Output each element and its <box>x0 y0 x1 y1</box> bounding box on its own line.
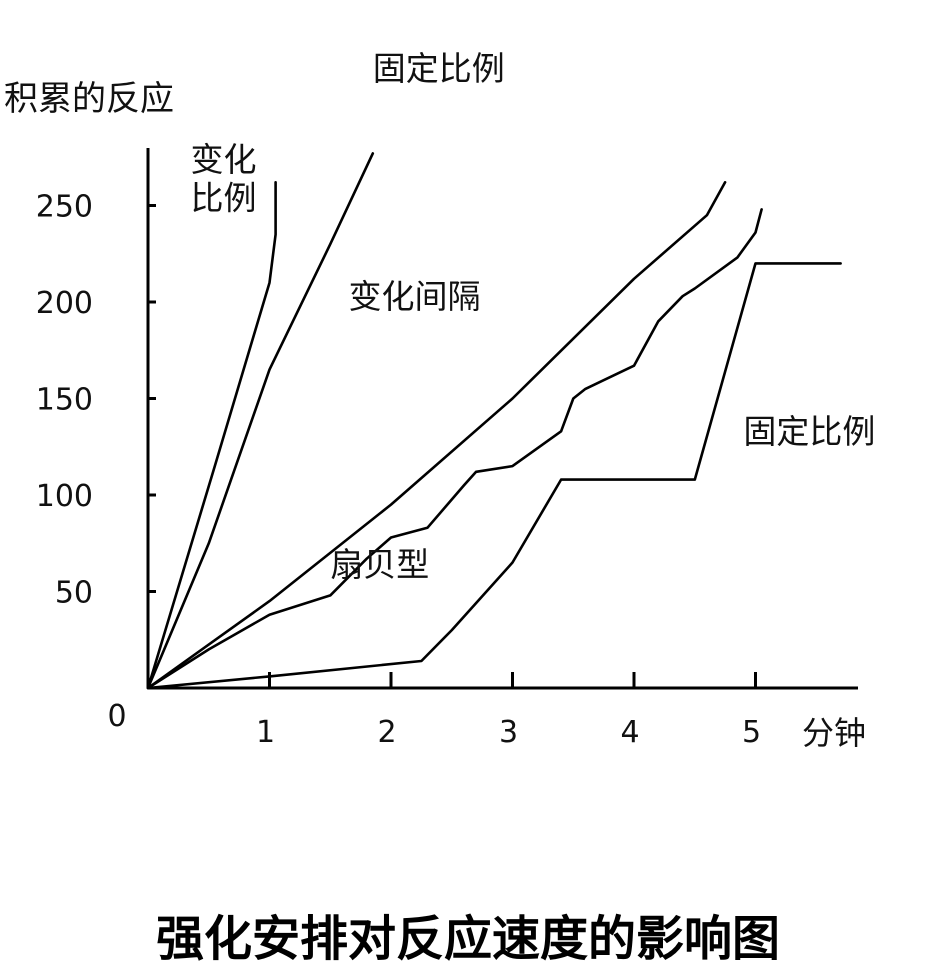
series-line-5 <box>146 262 842 690</box>
series-line-3 <box>146 181 727 690</box>
x-tick-label: 5 <box>742 715 761 750</box>
y-tick-label: 100 <box>36 479 93 514</box>
x-ticks: 0 1 2 3 4 5 <box>107 672 761 750</box>
series-lines <box>146 152 842 690</box>
x-tick-label: 3 <box>499 715 518 750</box>
y-tick-label: 200 <box>36 286 93 321</box>
series-line-2 <box>146 152 375 690</box>
chart-title: 强化安排对反应速度的影响图 <box>156 911 780 967</box>
x-axis-label: 分钟 <box>802 714 866 752</box>
series-annotation: 固定比例 <box>373 49 505 88</box>
series-annotation: 变化间隔 <box>348 277 480 316</box>
y-ticks: 50 100 150 200 250 <box>36 190 156 611</box>
series-annotation: 比例 <box>191 178 257 217</box>
x-tick-label: 0 <box>107 699 126 734</box>
axes <box>146 148 858 690</box>
series-annotation: 变化 <box>191 140 257 179</box>
series-line-1 <box>146 181 277 690</box>
series-line-4 <box>146 208 763 690</box>
y-tick-label: 150 <box>36 383 93 418</box>
y-axis-label: 积累的反应 <box>4 79 174 119</box>
series-annotation: 扇贝型 <box>330 545 429 584</box>
x-tick-label: 2 <box>377 715 396 750</box>
x-tick-label: 4 <box>620 715 639 750</box>
y-tick-label: 50 <box>55 576 93 611</box>
y-tick-label: 250 <box>36 190 93 225</box>
x-tick-label: 1 <box>256 715 275 750</box>
series-annotation: 固定比例 <box>743 412 875 451</box>
